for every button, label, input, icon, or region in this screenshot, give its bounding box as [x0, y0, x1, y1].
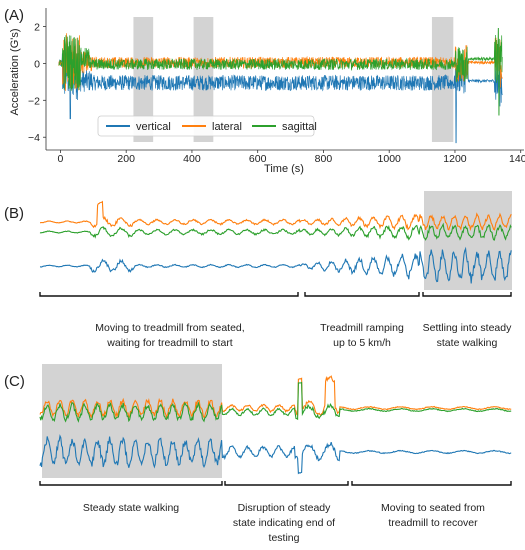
bracket-settling [422, 292, 512, 297]
detail-series-lines [39, 200, 512, 284]
annotation-settling-line-1: Settling into steady [423, 322, 512, 334]
steady-state-shade [42, 364, 222, 478]
detail-line-lateral [39, 375, 512, 419]
y-tick-label: −2 [28, 95, 40, 107]
panel-b-label: (B) [4, 205, 24, 222]
panel-c-label: (C) [4, 373, 25, 390]
series-lines [58, 27, 503, 144]
legend-label-vertical: vertical [136, 121, 171, 133]
legend-label-sagittal: sagittal [282, 121, 317, 133]
settling-shade [424, 191, 512, 290]
x-axis-label: Time (s) [264, 163, 304, 175]
legend: vertical lateral sagittal [97, 115, 317, 137]
segment-brackets [39, 481, 512, 486]
bracket-moving-to-treadmill [39, 292, 299, 297]
bracket-recover [351, 481, 512, 486]
panel-b: (B) Moving to treadmill from seated, wai… [4, 191, 512, 349]
x-tick-label: 1200 [443, 153, 467, 165]
bracket-ramping [304, 292, 420, 297]
x-tick-label: 200 [117, 153, 135, 165]
annotation-ramping-line-1: Treadmill ramping [320, 322, 404, 334]
x-tick-label: 1400 [509, 153, 525, 165]
y-axis-label: Acceleration (G's) [9, 28, 21, 115]
axes: 0 200 400 600 800 1000 1200 1400 2 0 −2 −4 [28, 8, 525, 165]
annotation-disruption-line-2: state indicating end of [233, 517, 335, 529]
detail-line-lateral [40, 200, 512, 232]
detail-line-vertical [39, 434, 512, 475]
annotation-moving-line-1: Moving to treadmill from seated, [95, 322, 244, 334]
annotation-moving-line-2: waiting for treadmill to start [106, 337, 233, 349]
y-tick-label: 0 [34, 58, 40, 70]
x-tick-label: 1000 [378, 153, 402, 165]
detail-series-lines [39, 375, 512, 475]
series-line-sagittal [58, 27, 503, 116]
bracket-disruption [224, 481, 349, 486]
series-line-vertical [58, 42, 503, 144]
panel-c: (C) Steady state walking Disruption of s… [4, 364, 512, 544]
detail-line-sagittal [39, 381, 512, 423]
annotation-disruption-line-1: Disruption of steady [238, 502, 332, 514]
highlight-span-1 [133, 17, 154, 142]
annotation-disruption-line-3: testing [269, 532, 300, 544]
x-tick-label: 600 [249, 153, 267, 165]
annotation-settling-line-2: state walking [437, 337, 498, 349]
segment-brackets [39, 292, 512, 297]
detail-line-sagittal [39, 222, 512, 241]
annotation-recover-line-1: Moving to seated from [381, 502, 485, 514]
annotation-steady-line-1: Steady state walking [83, 502, 179, 514]
highlight-span-2 [193, 17, 214, 142]
legend-label-lateral: lateral [212, 121, 242, 133]
annotation-recover-line-2: treadmill to recover [388, 517, 478, 529]
detail-line-vertical [39, 246, 512, 284]
panel-a-label: (A) [4, 7, 24, 24]
x-tick-label: 0 [58, 153, 64, 165]
x-tick-label: 400 [183, 153, 201, 165]
highlight-spans [133, 17, 454, 142]
bracket-steady-state [39, 481, 223, 486]
y-tick-label: 2 [34, 21, 40, 33]
x-tick-label: 800 [315, 153, 333, 165]
y-tick-label: −4 [28, 132, 40, 144]
panel-a: (A) 0 200 400 600 800 1000 1200 1400 2 0 −2 −4 Acce… [4, 7, 525, 175]
annotation-ramping-line-2: up to 5 km/h [333, 337, 391, 349]
